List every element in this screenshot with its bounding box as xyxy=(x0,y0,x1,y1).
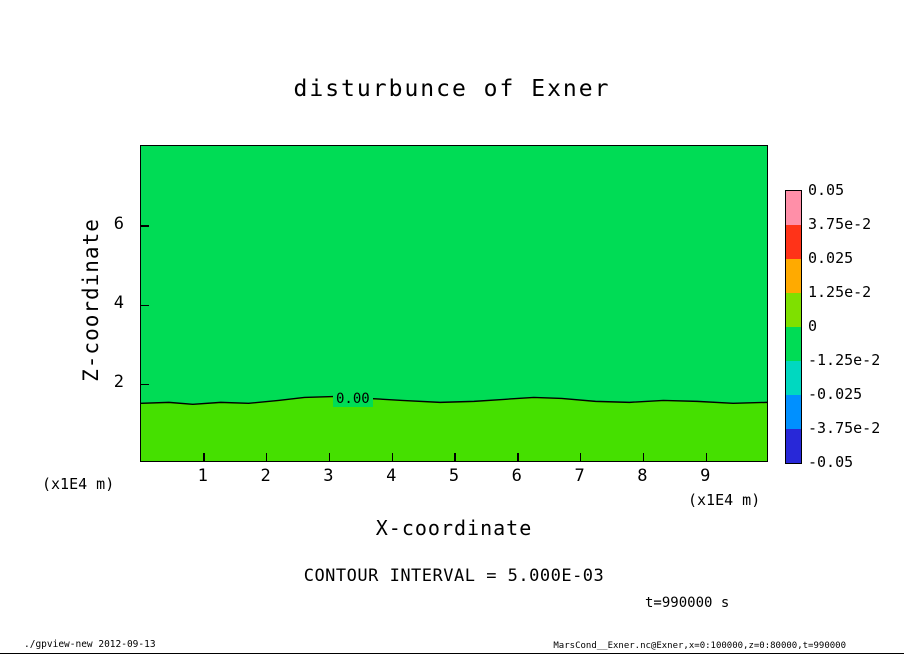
colorbar-cell xyxy=(786,191,801,225)
footer-data-source: MarsCond__Exner.nc@Exner,x=0:100000,z=0:… xyxy=(553,641,846,651)
x-tick-label: 7 xyxy=(574,466,585,486)
contour-line-zero xyxy=(141,395,767,406)
x-tick-label: 8 xyxy=(637,466,648,486)
x-axis-unit-left: (x1E4 m) xyxy=(42,475,115,493)
colorbar-cell xyxy=(786,327,801,361)
colorbar-tick-label: -3.75e-2 xyxy=(808,419,881,437)
colorbar-tick-label: 0 xyxy=(808,317,818,335)
x-axis-tick xyxy=(705,453,707,461)
colorbar-tick-label: -0.025 xyxy=(808,385,863,403)
contour-line-label: 0.00 xyxy=(333,391,373,407)
z-tick-label: 6 xyxy=(113,214,124,234)
colorbar-cell xyxy=(786,429,801,463)
colorbar-cell xyxy=(786,395,801,429)
colorbar-cell xyxy=(786,225,801,259)
x-axis-tick xyxy=(265,453,268,461)
x-axis-tick xyxy=(517,453,519,461)
x-axis-title: X-coordinate xyxy=(375,516,533,540)
x-axis-tick xyxy=(328,453,331,461)
x-axis-tick xyxy=(454,453,456,461)
colorbar-cell xyxy=(786,361,801,395)
x-tick-label: 4 xyxy=(386,466,397,486)
x-axis-tick xyxy=(642,453,645,461)
colorbar-cell xyxy=(786,293,801,327)
colorbar xyxy=(785,190,802,464)
z-axis-tick xyxy=(141,225,149,227)
x-tick-label: 6 xyxy=(511,466,522,486)
contour-interval-caption: CONTOUR INTERVAL = 5.000E-03 xyxy=(303,566,605,586)
x-axis-tick xyxy=(391,453,393,461)
plot-area: 0.00 xyxy=(140,145,768,462)
bottom-rule xyxy=(0,652,904,654)
z-tick-label: 4 xyxy=(113,293,124,313)
z-axis-title: Z-coordinate xyxy=(79,218,103,382)
x-tick-label: 3 xyxy=(323,466,334,486)
x-tick-label: 9 xyxy=(700,466,711,486)
z-tick-label: 2 xyxy=(113,372,124,392)
colorbar-tick-label: -1.25e-2 xyxy=(808,351,881,369)
x-axis-unit-right: (x1E4 m) xyxy=(688,491,761,509)
colorbar-tick-label: 0.05 xyxy=(808,181,845,199)
x-axis-tick xyxy=(579,453,582,461)
x-tick-label: 5 xyxy=(448,466,460,486)
lower-fill-region xyxy=(141,396,767,461)
colorbar-tick-label: -0.05 xyxy=(808,453,854,471)
z-axis-tick xyxy=(141,383,149,386)
colorbar-cell xyxy=(786,259,801,293)
footer-tool-version: ./gpview-new 2012-09-13 xyxy=(24,639,156,650)
x-tick-label: 2 xyxy=(260,466,271,486)
z-axis-tick xyxy=(141,304,149,306)
colorbar-tick-label: 0.025 xyxy=(808,249,854,267)
time-caption: t=990000 s xyxy=(645,595,730,611)
chart-title: disturbunce of Exner xyxy=(293,76,611,102)
x-tick-label: 1 xyxy=(197,466,208,486)
contour-plot-canvas xyxy=(141,395,767,461)
x-axis-tick xyxy=(203,453,205,461)
colorbar-tick-label: 1.25e-2 xyxy=(808,283,872,301)
colorbar-tick-label: 3.75e-2 xyxy=(808,215,872,233)
